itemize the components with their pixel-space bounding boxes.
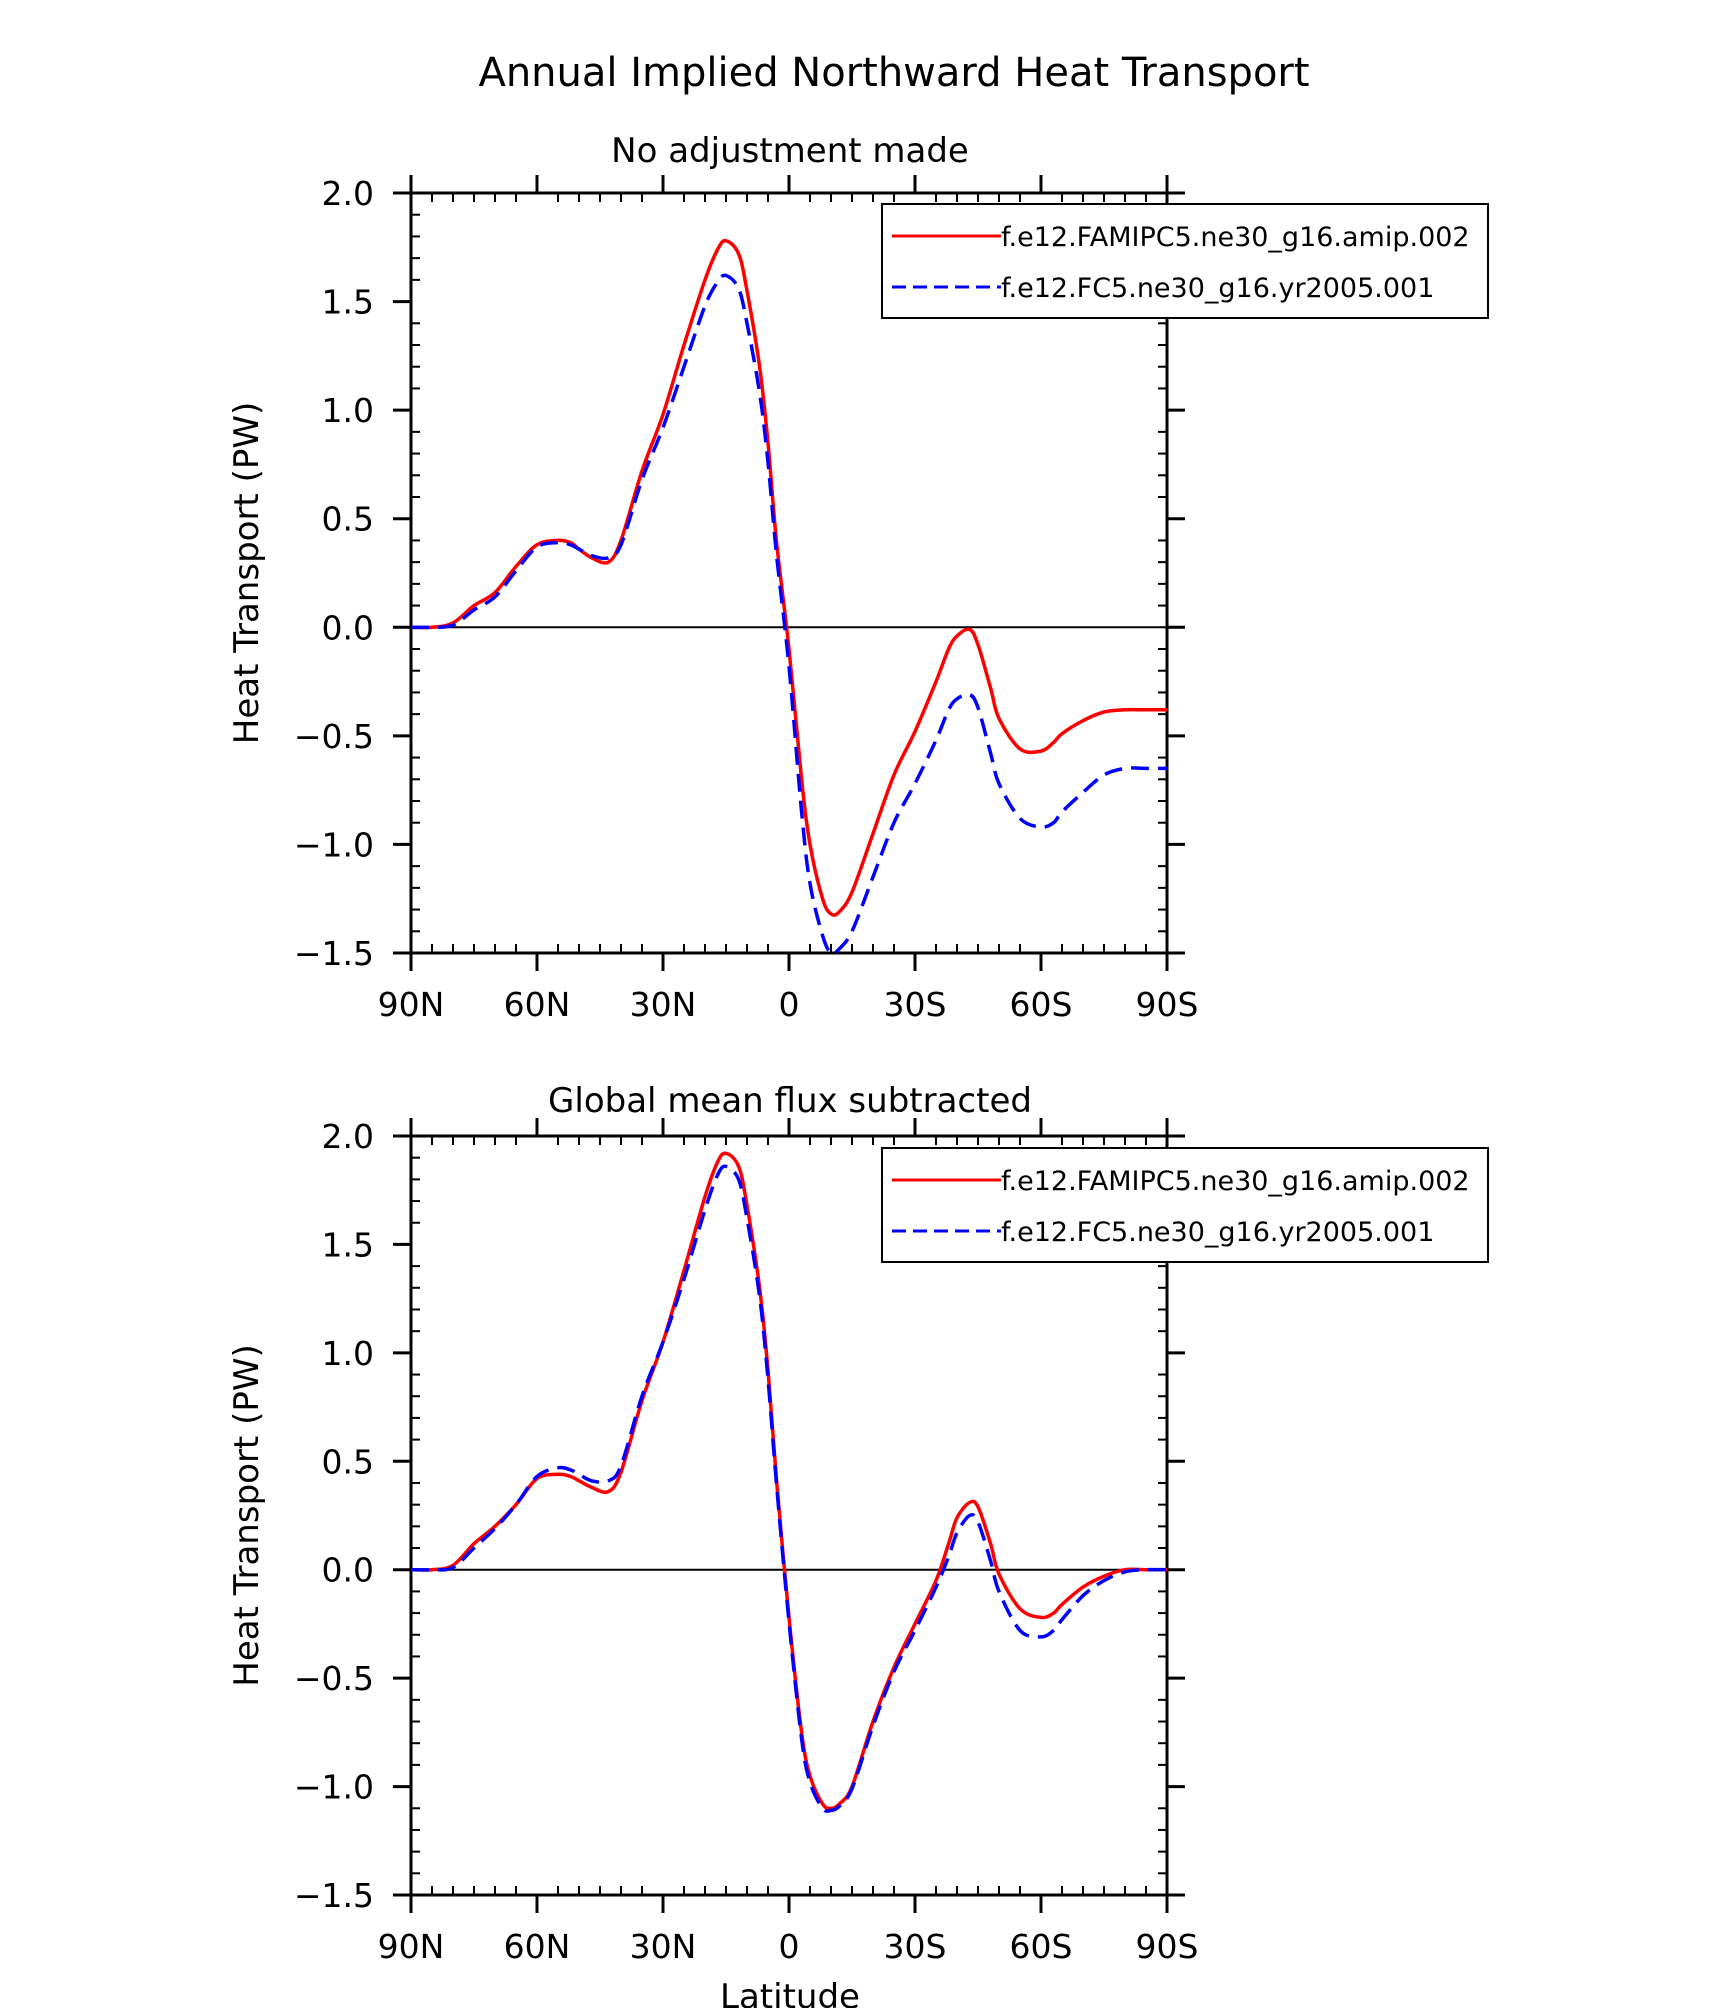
series-layer: [410, 1151, 1168, 1814]
y-tick-label: 2.0: [322, 1117, 374, 1156]
y-tick-label: −0.5: [294, 1659, 374, 1698]
y-tick-label: 0.0: [322, 608, 374, 647]
y-tick-label: 1.0: [322, 391, 374, 430]
series-layer: [410, 238, 1167, 956]
y-tick-label: 1.5: [322, 1225, 374, 1264]
x-tick-label: 60N: [504, 1927, 571, 1966]
y-tick-label: 1.0: [322, 1334, 374, 1373]
x-tick-label: 90N: [378, 1927, 445, 1966]
chart-title-bottom: Global mean flux subtracted: [548, 1081, 1032, 1121]
y-axis-title-top: Heat Transport (PW): [227, 402, 267, 744]
x-tick-label: 90S: [1136, 1927, 1199, 1966]
legend-label: f.e12.FAMIPC5.ne30_g16.amip.002: [1001, 1166, 1470, 1197]
legend-label: f.e12.FC5.ne30_g16.yr2005.001: [1001, 1217, 1434, 1248]
x-axis-title: Latitude: [720, 1977, 860, 2008]
x-tick-label: 60S: [1010, 985, 1073, 1024]
grid-layer: [393, 1118, 1185, 1913]
x-tick-label: 30S: [884, 985, 947, 1024]
legend: f.e12.FAMIPC5.ne30_g16.amip.002 f.e12.FC5…: [881, 1147, 1489, 1263]
y-tick-label: −1.5: [294, 934, 374, 973]
x-tick-label: 30N: [630, 1927, 697, 1966]
x-tick-label: 60S: [1010, 1927, 1073, 1966]
chart-panel-bottom: Global mean flux subtracted Heat Transpo…: [227, 1081, 1489, 1966]
y-tick-label: 0.0: [322, 1551, 374, 1590]
x-tick-label: 90S: [1136, 985, 1199, 1024]
x-tick-label: 30S: [884, 1927, 947, 1966]
tick-labels: 90N 60N 30N 0 30S 60S 90S −1.5 −1.0 −0.5 0.0 0.5 1.0…: [294, 174, 1199, 1024]
x-tick-label: 30N: [630, 985, 697, 1024]
legend: f.e12.FAMIPC5.ne30_g16.amip.002 f.e12.FC5…: [881, 203, 1489, 319]
y-tick-label: 0.5: [322, 500, 374, 539]
y-axis-title-bottom: Heat Transport (PW): [227, 1344, 267, 1686]
y-tick-label: −1.5: [294, 1876, 374, 1915]
legend-box: [881, 203, 1489, 319]
y-tick-label: 0.5: [322, 1442, 374, 1481]
legend-box: [881, 1147, 1489, 1263]
x-tick-label: 60N: [504, 985, 571, 1024]
legend-label: f.e12.FAMIPC5.ne30_g16.amip.002: [1001, 222, 1470, 253]
y-tick-label: −1.0: [294, 1768, 374, 1807]
series-line-famipc5: [410, 238, 1167, 917]
y-tick-label: 2.0: [322, 174, 374, 213]
y-tick-label: −0.5: [294, 717, 374, 756]
legend-label: f.e12.FC5.ne30_g16.yr2005.001: [1001, 273, 1434, 304]
chart-panel-top: No adjustment made Heat Transport (PW) 9…: [227, 131, 1489, 1024]
series-line-fc5: [410, 1164, 1168, 1814]
figure-title: Annual Implied Northward Heat Transport: [478, 50, 1309, 96]
y-tick-label: −1.0: [294, 825, 374, 864]
chart-title-top: No adjustment made: [611, 131, 969, 171]
x-tick-label: 90N: [378, 985, 445, 1024]
x-tick-label: 0: [779, 985, 800, 1024]
y-tick-label: 1.5: [322, 283, 374, 322]
tick-labels: 90N 60N 30N 0 30S 60S 90S −1.5 −1.0 −0.5 0.0 0.5 1.0…: [294, 1117, 1199, 1966]
grid-layer: [393, 175, 1185, 971]
x-tick-label: 0: [779, 1927, 800, 1966]
series-line-fc5: [410, 273, 1167, 956]
